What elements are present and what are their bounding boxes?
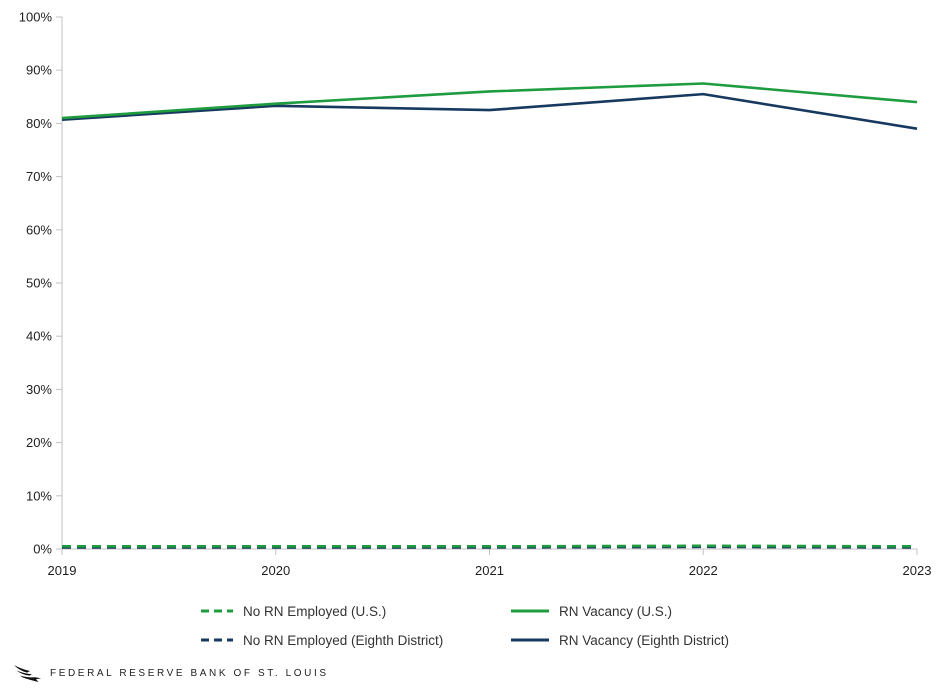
y-tick-label: 80% [26, 116, 52, 131]
y-tick-label: 90% [26, 63, 52, 78]
x-tick-label: 2021 [475, 563, 504, 578]
y-tick-label: 20% [26, 435, 52, 450]
y-tick-label: 10% [26, 488, 52, 503]
legend-item-no-rn-employed-us: No RN Employed (U.S.) [200, 601, 510, 621]
footer-brand-text: FEDERAL RESERVE BANK OF ST. LOUIS [50, 668, 329, 679]
x-tick-label: 2019 [48, 563, 77, 578]
y-tick-label: 0% [33, 542, 52, 557]
legend-item-rn-vacancy-eighth-district: RN Vacancy (Eighth District) [510, 630, 729, 650]
legend-label: RN Vacancy (Eighth District) [559, 632, 730, 648]
x-tick-label: 2022 [689, 563, 718, 578]
solid-navy-line-swatch [511, 638, 549, 642]
stlouis-fed-eagle-icon [14, 665, 41, 682]
legend-label: RN Vacancy (U.S.) [559, 603, 673, 619]
series-line-3 [61, 82, 918, 120]
legend: No RN Employed (U.S.) RN Vacancy (U.S.) … [200, 601, 729, 650]
legend-item-no-rn-employed-eighth-district: No RN Employed (Eighth District) [200, 630, 510, 650]
footer-brand: FEDERAL RESERVE BANK OF ST. LOUIS [13, 665, 329, 682]
dashed-green-line-swatch [201, 609, 233, 613]
series-line-2 [61, 92, 918, 131]
y-tick-label: 50% [26, 276, 52, 291]
line-chart: 0% 10% 20% 30% 40% 50% 60% 70% 80% 90% 100% 2019 202… [19, 10, 932, 579]
series-line-1 [62, 544, 918, 548]
x-tick-label: 2023 [903, 563, 932, 578]
y-tick-label: 40% [26, 329, 52, 344]
y-tick-label: 30% [26, 382, 52, 397]
y-tick-label: 60% [26, 222, 52, 237]
y-tick-label: 70% [26, 169, 52, 184]
solid-green-line-swatch [511, 609, 549, 613]
dashed-navy-line-swatch [201, 638, 233, 642]
legend-item-rn-vacancy-us: RN Vacancy (U.S.) [510, 601, 729, 621]
legend-label: No RN Employed (U.S.) [243, 603, 387, 619]
y-tick-label: 100% [19, 10, 53, 25]
legend-label: No RN Employed (Eighth District) [243, 632, 444, 648]
x-tick-label: 2020 [261, 563, 290, 578]
